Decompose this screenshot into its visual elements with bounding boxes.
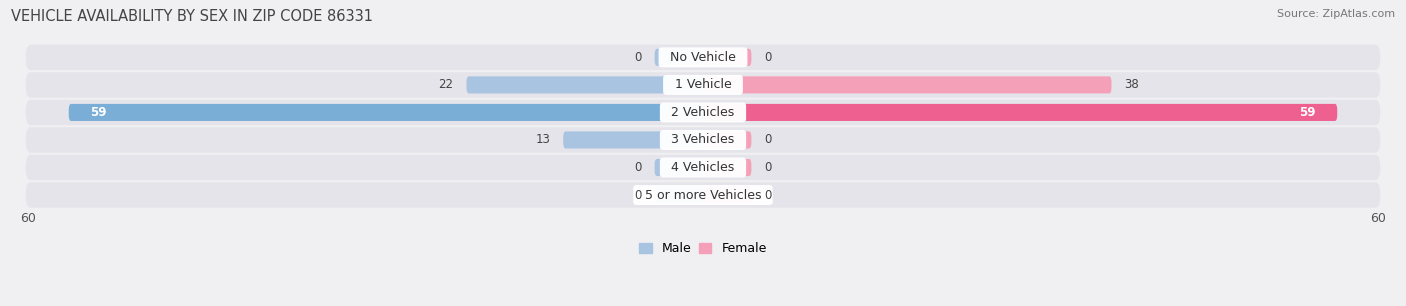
FancyBboxPatch shape — [25, 127, 1381, 153]
Text: VEHICLE AVAILABILITY BY SEX IN ZIP CODE 86331: VEHICLE AVAILABILITY BY SEX IN ZIP CODE … — [11, 9, 373, 24]
Text: 0: 0 — [765, 161, 772, 174]
Text: 59: 59 — [90, 106, 107, 119]
FancyBboxPatch shape — [25, 155, 1381, 180]
Text: 0: 0 — [765, 51, 772, 64]
Text: No Vehicle: No Vehicle — [662, 51, 744, 64]
Text: 3 Vehicles: 3 Vehicles — [664, 133, 742, 147]
Text: 0: 0 — [634, 188, 641, 202]
Text: 38: 38 — [1125, 78, 1139, 91]
FancyBboxPatch shape — [25, 45, 1381, 70]
Legend: Male, Female: Male, Female — [640, 242, 766, 255]
FancyBboxPatch shape — [69, 104, 703, 121]
Text: 2 Vehicles: 2 Vehicles — [664, 106, 742, 119]
Text: 1 Vehicle: 1 Vehicle — [666, 78, 740, 91]
FancyBboxPatch shape — [703, 49, 751, 66]
FancyBboxPatch shape — [467, 76, 703, 93]
Text: 60: 60 — [20, 212, 37, 225]
FancyBboxPatch shape — [703, 132, 751, 148]
FancyBboxPatch shape — [25, 182, 1381, 208]
Text: 13: 13 — [536, 133, 550, 147]
Text: 4 Vehicles: 4 Vehicles — [664, 161, 742, 174]
FancyBboxPatch shape — [703, 76, 1112, 93]
Text: Source: ZipAtlas.com: Source: ZipAtlas.com — [1277, 9, 1395, 19]
Text: 59: 59 — [1299, 106, 1316, 119]
FancyBboxPatch shape — [564, 132, 703, 148]
FancyBboxPatch shape — [655, 159, 703, 176]
FancyBboxPatch shape — [703, 104, 1337, 121]
FancyBboxPatch shape — [703, 159, 751, 176]
FancyBboxPatch shape — [655, 49, 703, 66]
FancyBboxPatch shape — [25, 72, 1381, 98]
FancyBboxPatch shape — [25, 100, 1381, 125]
FancyBboxPatch shape — [703, 186, 751, 203]
Text: 5 or more Vehicles: 5 or more Vehicles — [637, 188, 769, 202]
Text: 0: 0 — [765, 188, 772, 202]
Text: 0: 0 — [634, 161, 641, 174]
Text: 60: 60 — [1369, 212, 1386, 225]
Text: 22: 22 — [439, 78, 454, 91]
Text: 0: 0 — [765, 133, 772, 147]
FancyBboxPatch shape — [655, 186, 703, 203]
Text: 0: 0 — [634, 51, 641, 64]
